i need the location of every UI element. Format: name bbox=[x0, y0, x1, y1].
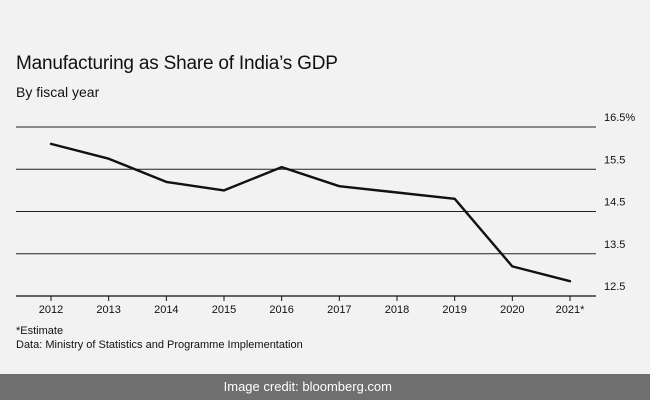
x-tick-label: 2019 bbox=[442, 304, 466, 316]
y-tick-label: 12.5 bbox=[604, 281, 625, 293]
x-tick-label: 2017 bbox=[327, 304, 351, 316]
x-tick-label: 2013 bbox=[96, 304, 120, 316]
x-tick-label: 2015 bbox=[212, 304, 236, 316]
y-tick-label: 14.5 bbox=[604, 197, 625, 209]
image-credit: Image credit: bloomberg.com bbox=[223, 379, 392, 394]
x-tick-label: 2021* bbox=[556, 304, 585, 316]
x-tick-label: 2018 bbox=[385, 304, 409, 316]
data-source: Data: Ministry of Statistics and Program… bbox=[16, 339, 303, 351]
x-tick-label: 2012 bbox=[39, 304, 63, 316]
y-tick-label: 16.5% bbox=[604, 112, 635, 124]
x-tick-label: 2016 bbox=[269, 304, 293, 316]
series-line-0 bbox=[49, 142, 572, 283]
x-tick-label: 2020 bbox=[500, 304, 524, 316]
y-tick-label: 15.5 bbox=[604, 154, 625, 166]
y-tick-label: 13.5 bbox=[604, 239, 625, 251]
footnote: *Estimate bbox=[16, 325, 64, 337]
chart-title: Manufacturing as Share of India’s GDP bbox=[16, 53, 338, 74]
x-tick-label: 2014 bbox=[154, 304, 178, 316]
chart-subtitle: By fiscal year bbox=[16, 84, 100, 100]
credit-bar: Image credit: bloomberg.com bbox=[0, 374, 650, 400]
